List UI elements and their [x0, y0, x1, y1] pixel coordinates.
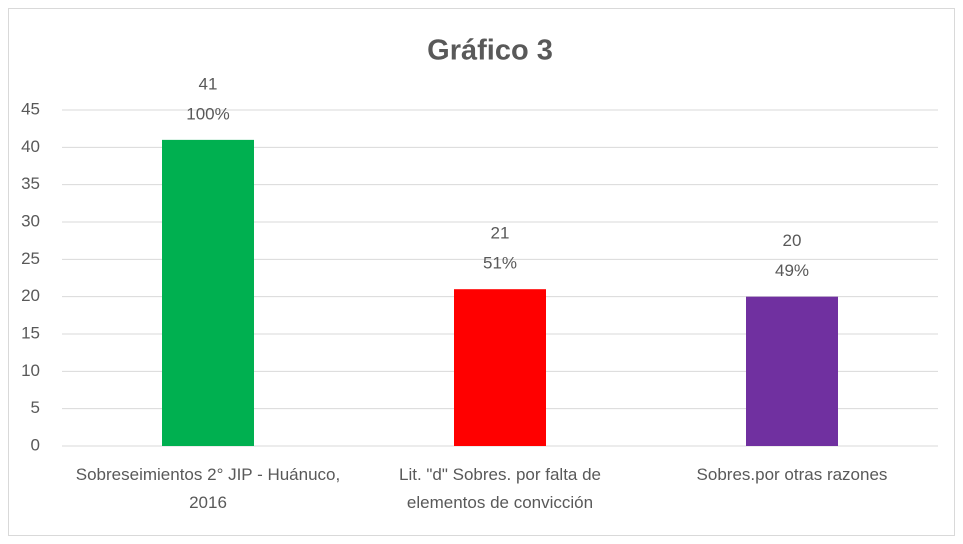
y-tick-label: 5 [31, 398, 40, 417]
percentage-label: 100% [186, 104, 229, 123]
chart-title: Gráfico 3 [427, 35, 553, 67]
percentage-label: 49% [775, 261, 809, 280]
x-tick-label: Sobres.por otras razones [696, 465, 888, 484]
y-tick-label: 45 [21, 99, 40, 118]
data-label: 41 [199, 74, 218, 93]
y-tick-label: 0 [31, 435, 40, 454]
y-tick-label: 15 [21, 323, 40, 342]
data-label: 20 [783, 231, 802, 250]
y-tick-label: 25 [21, 249, 40, 268]
y-tick-label: 40 [21, 137, 40, 156]
chart-frame [8, 8, 955, 536]
y-tick-label: 30 [21, 211, 40, 230]
y-tick-label: 10 [21, 361, 40, 380]
data-label: 21 [491, 224, 510, 243]
bar [162, 139, 254, 446]
bar [746, 296, 838, 446]
x-tick-label: Sobreseimientos 2° JIP - Huánuco, 2016 [75, 465, 341, 512]
y-tick-label: 35 [21, 174, 40, 193]
percentage-label: 51% [483, 254, 517, 273]
y-tick-label: 20 [21, 286, 40, 305]
bar [454, 289, 546, 446]
x-tick-label: Lit. "d" Sobres. por falta de elementos … [398, 465, 602, 512]
